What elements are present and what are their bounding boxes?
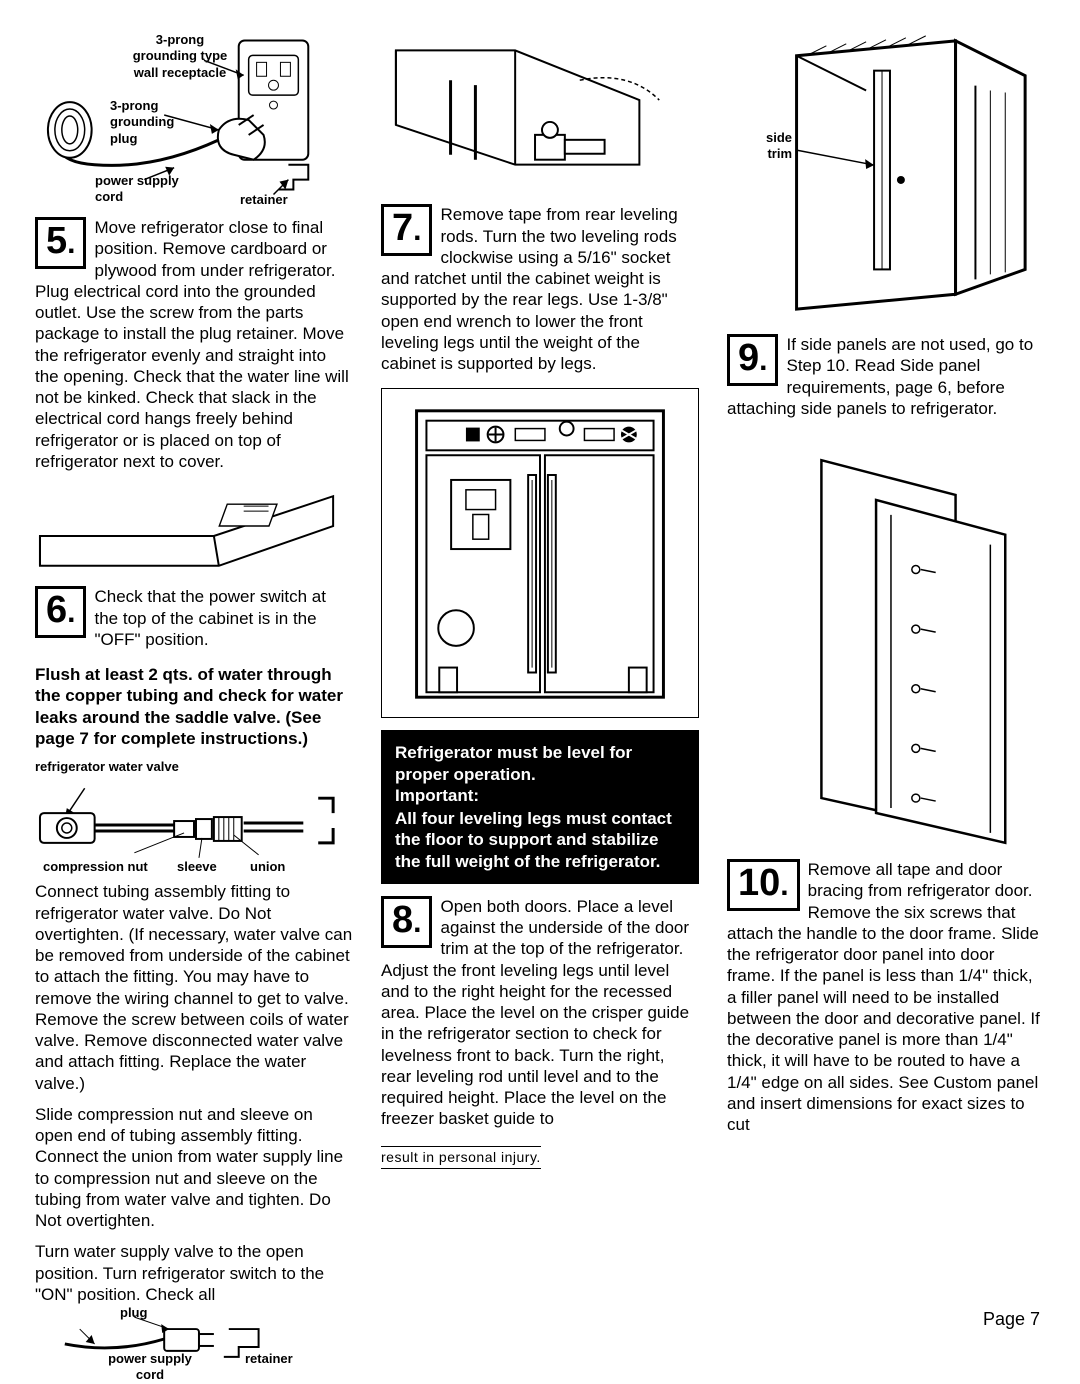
step-7: 7. Remove tape from rear leveling rods. … xyxy=(381,204,699,374)
bottom-label-cord: power supply cord xyxy=(105,1351,195,1384)
label-side-trim: side trim xyxy=(747,130,792,163)
column-3: side trim 9. If side panels are not used… xyxy=(727,30,1045,1369)
step-10: 10. Remove all tape and door bracing fro… xyxy=(727,859,1045,1135)
page-number: Page 7 xyxy=(983,1308,1040,1331)
valve-diagram: compression nut sleeve union xyxy=(35,783,353,873)
step-6-text: Check that the power switch at the top o… xyxy=(94,587,326,649)
valve-title: refrigerator water valve xyxy=(35,759,353,775)
step-9: 9. If side panels are not used, go to St… xyxy=(727,334,1045,419)
label-compression: compression nut xyxy=(43,859,148,875)
column-1: 3-prong grounding type wall receptacle 3… xyxy=(35,30,353,1369)
side-trim-diagram: side trim xyxy=(727,30,1045,320)
fridge-front-diagram xyxy=(381,388,699,718)
label-sleeve: sleeve xyxy=(177,859,217,875)
step-9-number: 9. xyxy=(727,334,778,386)
column-2: 7. Remove tape from rear leveling rods. … xyxy=(381,30,699,1369)
turn-text: Turn water supply valve to the open posi… xyxy=(35,1241,353,1305)
warning-body: All four leveling legs must contact the … xyxy=(395,808,685,872)
warning-box: Refrigerator must be level for proper op… xyxy=(381,730,699,884)
step-7-number: 7. xyxy=(381,204,432,256)
step-10-number: 10. xyxy=(727,859,800,911)
connect-text: Connect tubing assembly fitting to refri… xyxy=(35,881,353,1094)
step-8-number: 8. xyxy=(381,896,432,948)
step-8: 8. Open both doors. Place a level agains… xyxy=(381,896,699,1130)
flush-instruction: Flush at least 2 qts. of water through t… xyxy=(35,664,353,749)
slide-text: Slide compression nut and sleeve on open… xyxy=(35,1104,353,1232)
leveling-rod-diagram xyxy=(381,30,699,195)
bottom-label-plug: plug xyxy=(120,1305,147,1321)
step-6: 6. Check that the power switch at the to… xyxy=(35,586,353,650)
bottom-label-retainer: retainer xyxy=(245,1351,293,1367)
step-5-number: 5. xyxy=(35,217,86,269)
door-panel-diagram xyxy=(727,439,1045,859)
bottom-plug-diagram: plug power supply cord retainer xyxy=(35,1309,353,1369)
label-retainer: retainer xyxy=(240,192,288,208)
cutoff-text: result in personal injury. xyxy=(381,1146,541,1170)
label-receptacle: 3-prong grounding type wall receptacle xyxy=(130,32,230,81)
step-6-number: 6. xyxy=(35,586,86,638)
step-5: 5. Move refrigerator close to final posi… xyxy=(35,217,353,472)
cabinet-top-diagram xyxy=(35,486,353,581)
label-cord: power supply cord xyxy=(95,173,185,206)
label-union: union xyxy=(250,859,285,875)
label-plug: 3-prong grounding plug xyxy=(110,98,190,147)
warning-title: Refrigerator must be level for proper op… xyxy=(395,742,685,785)
outlet-diagram: 3-prong grounding type wall receptacle 3… xyxy=(35,30,353,205)
warning-important: Important: xyxy=(395,785,685,806)
